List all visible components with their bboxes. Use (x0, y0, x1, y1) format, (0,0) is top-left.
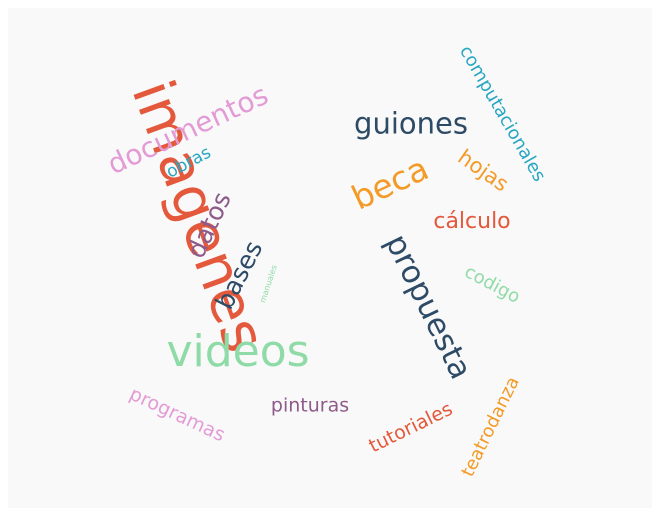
word-calculo: cálculo (433, 209, 511, 234)
word-hojas: hojas (453, 144, 514, 197)
word-videos: videos (166, 326, 310, 377)
word-tutoriales: tutoriales (365, 397, 457, 458)
word-beca: beca (345, 148, 435, 218)
word-codigo: codigo (460, 261, 524, 308)
word-guiones: guiones (354, 106, 468, 141)
word-manuales: manuales (258, 263, 279, 304)
word-programas: programas (126, 382, 229, 447)
word-propuesta: propuesta (377, 228, 479, 385)
word-teatrodanza: teatrodanza (457, 373, 524, 481)
word-pinturas: pinturas (270, 394, 350, 417)
word-cloud: imagenes videos propuesta documentos gui… (8, 8, 652, 508)
